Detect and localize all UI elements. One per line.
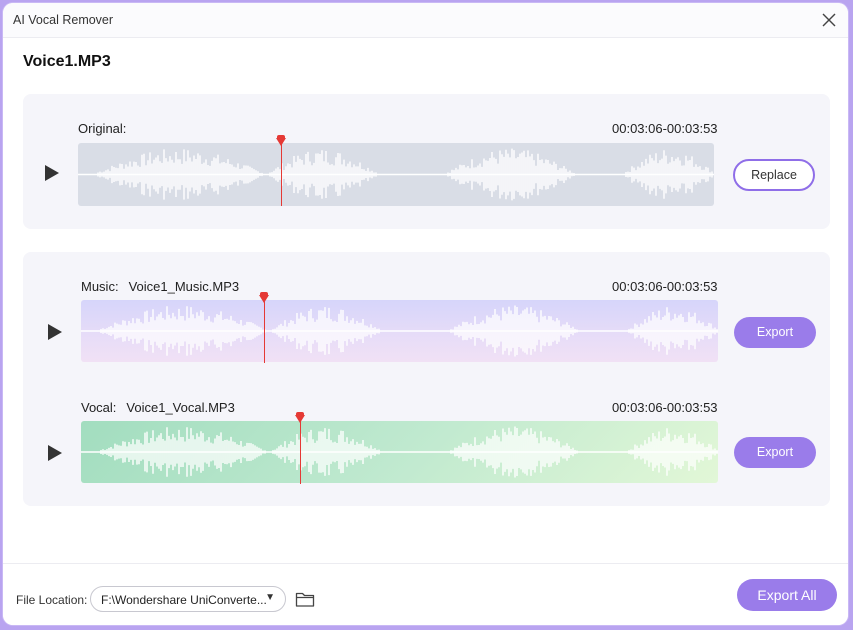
waveform-graphic [81,426,718,478]
separated-tracks-panel: Music: Voice1_Music.MP3 00:03:06-00:03:53… [23,252,830,506]
export-vocal-button[interactable]: Export [734,437,816,468]
vocal-track-label: Vocal: [81,400,117,415]
waveform-graphic [78,148,714,201]
file-title: Voice1.MP3 [23,53,111,70]
music-playhead[interactable] [259,292,269,363]
music-track-label: Music: [81,279,119,294]
play-icon[interactable] [45,165,59,181]
footer-bar: File Location: F:\Wondershare UniConvert… [3,563,848,625]
playhead-handle[interactable] [295,412,305,423]
file-location-label: File Location: [16,593,88,607]
vocal-waveform[interactable] [81,421,718,483]
play-icon[interactable] [48,445,62,461]
export-music-button[interactable]: Export [734,317,816,348]
file-location-value: F:\Wondershare UniConverte... [101,593,267,607]
original-label: Original: [78,121,127,136]
vocal-label: Vocal: Voice1_Vocal.MP3 [81,400,235,415]
vocal-timecode: 00:03:06-00:03:53 [612,400,718,415]
playhead-handle[interactable] [276,135,286,146]
waveform-graphic [81,305,718,357]
playhead-handle[interactable] [259,292,269,303]
file-location-select[interactable]: F:\Wondershare UniConverte... ▼ [90,586,286,612]
music-waveform[interactable] [81,300,718,362]
title-bar: AI Vocal Remover [3,3,848,38]
music-label: Music: Voice1_Music.MP3 [81,279,239,294]
export-all-button[interactable]: Export All [737,579,837,611]
original-waveform[interactable] [78,143,714,206]
play-icon[interactable] [48,324,62,340]
replace-button[interactable]: Replace [733,159,815,191]
vocal-remover-window: AI Vocal Remover Voice1.MP3 Original: 00… [3,3,848,625]
original-timecode: 00:03:06-00:03:53 [612,121,718,136]
vocal-filename: Voice1_Vocal.MP3 [126,400,235,415]
music-filename: Voice1_Music.MP3 [128,279,240,294]
original-track-panel: Original: 00:03:06-00:03:53 Replace [23,94,830,229]
close-icon[interactable] [818,9,840,31]
original-playhead[interactable] [276,135,286,206]
window-title: AI Vocal Remover [13,13,114,27]
chevron-down-icon: ▼ [265,592,275,603]
vocal-playhead[interactable] [295,412,305,484]
folder-icon[interactable] [295,590,315,608]
music-timecode: 00:03:06-00:03:53 [612,279,718,294]
